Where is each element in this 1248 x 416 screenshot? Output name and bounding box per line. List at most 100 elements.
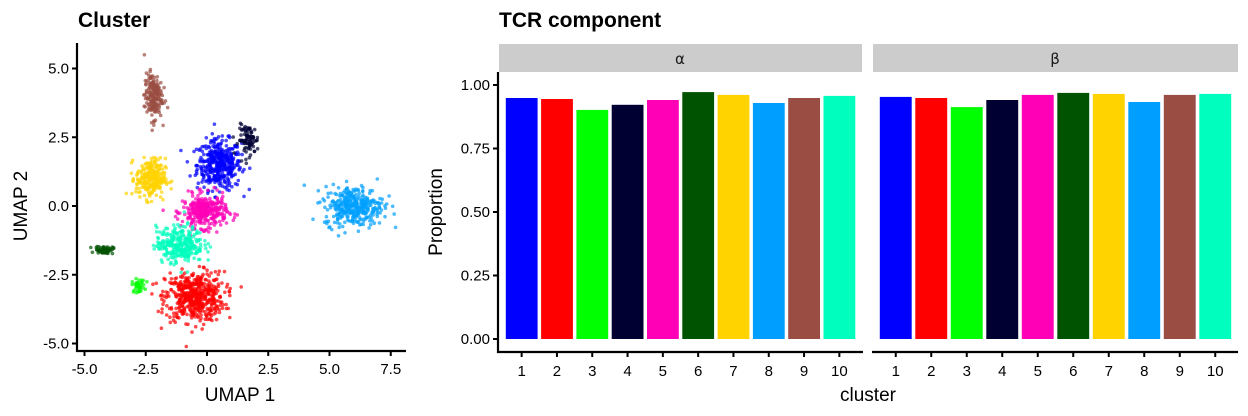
scatter-point	[186, 304, 191, 309]
scatter-point	[215, 201, 219, 206]
scatter-point	[203, 297, 208, 301]
scatter-point	[220, 190, 225, 195]
scatter-point	[143, 162, 147, 166]
scatter-point	[351, 213, 356, 217]
scatter-point	[203, 219, 207, 223]
scatter-point	[174, 236, 179, 240]
scatter-point	[130, 280, 135, 284]
scatter-point	[336, 186, 341, 190]
scatter-point	[363, 195, 368, 200]
scatter-point	[146, 165, 151, 170]
scatter-point	[143, 287, 148, 292]
scatter-point	[182, 210, 187, 214]
scatter-point	[240, 152, 244, 157]
scatter-point	[221, 161, 225, 166]
scatter-point	[201, 272, 205, 277]
scatter-point	[230, 173, 234, 178]
scatter-point	[227, 163, 232, 167]
scatter-point	[161, 241, 165, 246]
bar-cluster-10	[1199, 93, 1232, 340]
scatter-point	[140, 173, 144, 178]
scatter-point	[213, 219, 217, 224]
scatter-point	[217, 219, 222, 224]
scatter-point	[202, 152, 206, 157]
x-tick-label: 9	[800, 363, 808, 380]
scatter-point	[194, 237, 198, 242]
scatter-point	[169, 287, 173, 292]
scatter-point	[393, 225, 398, 230]
scatter-point	[379, 208, 384, 212]
scatter-point	[203, 317, 207, 322]
scatter-y-ticks: -5.0 -2.5 0.0 2.5 5.0	[43, 61, 77, 353]
scatter-point	[142, 193, 147, 198]
scatter-point	[239, 122, 244, 127]
scatter-point	[255, 146, 260, 151]
scatter-point	[340, 224, 345, 229]
scatter-point	[162, 85, 166, 90]
scatter-point	[142, 53, 147, 57]
scatter-point	[101, 245, 106, 249]
scatter-point	[145, 97, 150, 101]
scatter-point	[252, 127, 257, 132]
scatter-point	[377, 203, 382, 208]
scatter-point	[165, 105, 170, 110]
scatter-point	[161, 231, 165, 235]
scatter-point	[206, 144, 211, 149]
scatter-point	[248, 153, 253, 157]
scatter-point	[345, 186, 350, 190]
scatter-point	[195, 171, 199, 176]
scatter-point	[144, 82, 148, 86]
scatter-point	[142, 92, 147, 97]
scatter-point	[221, 303, 225, 307]
scatter-point	[165, 304, 169, 308]
scatter-point	[219, 141, 223, 146]
x-tick-label: 5	[659, 363, 667, 380]
x-tick-label: 1	[892, 363, 900, 380]
scatter-point	[180, 275, 184, 280]
scatter-point	[89, 245, 93, 250]
scatter-point	[191, 301, 195, 306]
facet-label-alpha: α	[675, 50, 685, 68]
scatter-point	[135, 170, 140, 175]
scatter-point	[186, 243, 190, 247]
scatter-point	[215, 196, 219, 200]
scatter-point	[223, 164, 227, 169]
scatter-point	[341, 211, 346, 216]
scatter-point	[383, 214, 387, 219]
scatter-point	[159, 258, 164, 262]
scatter-point	[217, 269, 222, 274]
bar-cluster-3	[950, 107, 983, 339]
scatter-point	[189, 217, 193, 221]
scatter-point	[338, 222, 342, 226]
scatter-point	[144, 187, 149, 191]
scatter-point	[186, 217, 190, 221]
scatter-point	[150, 175, 154, 180]
scatter-point	[168, 271, 172, 275]
scatter-point	[149, 83, 153, 88]
scatter-point	[348, 210, 353, 215]
scatter-point	[169, 260, 173, 265]
scatter-point	[203, 196, 208, 201]
scatter-point	[175, 217, 180, 221]
scatter-point	[193, 315, 197, 319]
scatter-point	[338, 194, 342, 198]
scatter-point	[337, 225, 342, 230]
scatter-point	[223, 185, 227, 190]
scatter-point	[356, 229, 361, 233]
scatter-point	[365, 200, 370, 205]
scatter-point	[198, 277, 203, 282]
scatter-point	[255, 138, 259, 142]
scatter-point	[356, 188, 361, 193]
scatter-point	[161, 289, 165, 294]
bar-cluster-4	[611, 104, 644, 339]
scatter-point	[334, 213, 339, 218]
scatter-point	[137, 186, 141, 191]
scatter-point	[227, 135, 232, 140]
scatter-point	[186, 281, 190, 286]
scatter-point	[142, 179, 147, 184]
scatter-point	[149, 199, 154, 204]
x-tick-label: 3	[588, 363, 596, 380]
scatter-point	[150, 113, 154, 117]
scatter-point	[145, 174, 150, 178]
scatter-point	[145, 280, 149, 284]
